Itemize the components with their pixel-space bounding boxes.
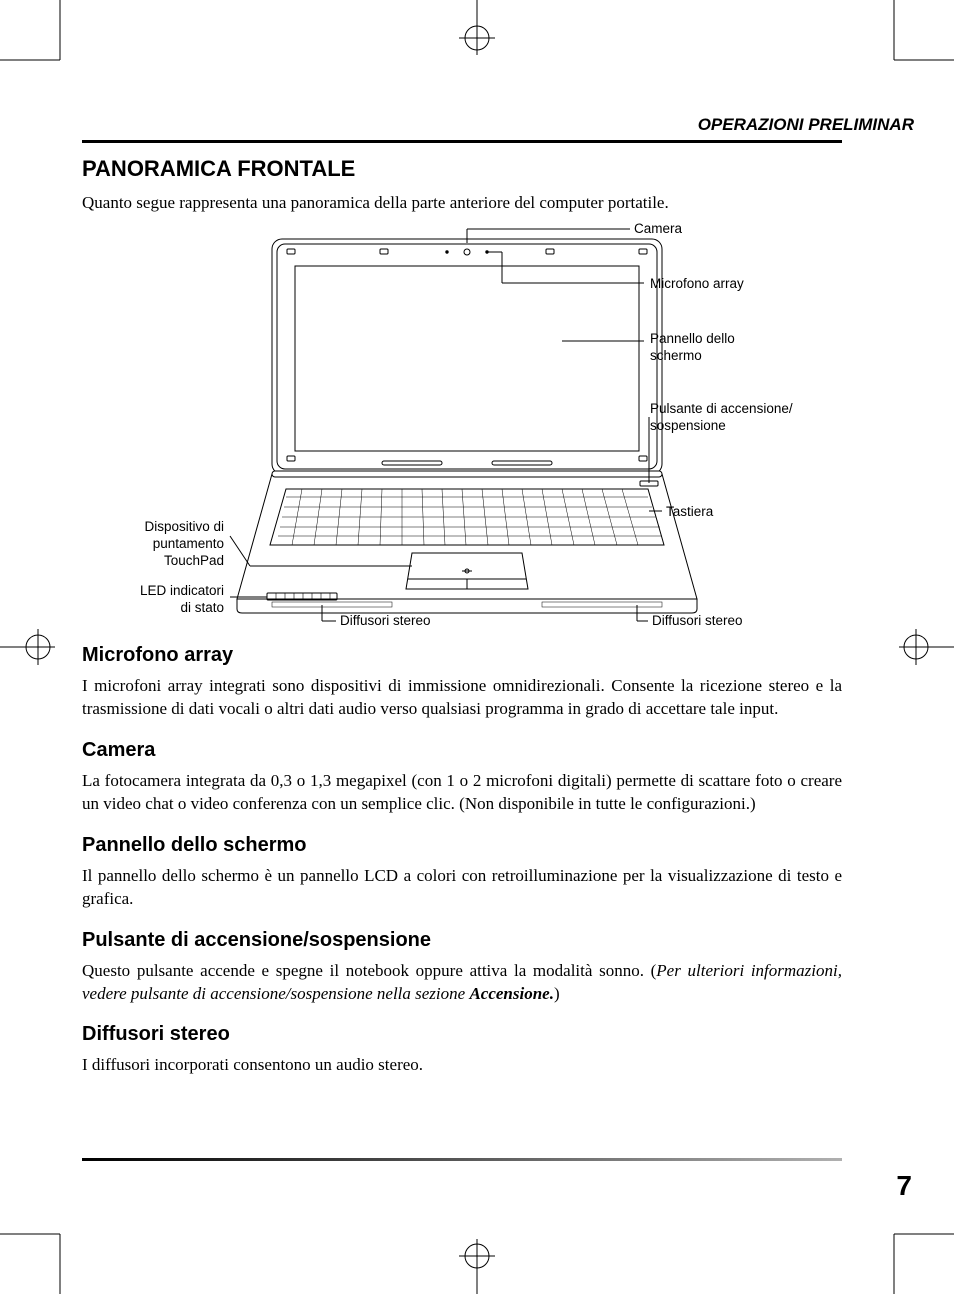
content-area: PANORAMICA FRONTALE Quanto segue rappres… [82, 152, 842, 1077]
label-mic-array: Microfono array [650, 276, 744, 293]
label-status-led: LED indicatori di stato [84, 583, 224, 617]
section-speakers: Diffusori stereo I diffusori incorporati… [82, 1023, 842, 1077]
section-camera: Camera La fotocamera integrata da 0,3 o … [82, 739, 842, 816]
heading-display-panel: Pannello dello schermo [82, 834, 842, 857]
section-display-panel: Pannello dello schermo Il pannello dello… [82, 834, 842, 911]
label-speakers-right: Diffusori stereo [652, 613, 743, 630]
text-power-button: Questo pulsante accende e spegne il note… [82, 960, 842, 1006]
intro-text: Quanto segue rappresenta una panoramica … [82, 192, 842, 215]
section-panoramica: PANORAMICA FRONTALE Quanto segue rappres… [82, 156, 842, 215]
footer-rule [82, 1158, 842, 1161]
text-camera: La fotocamera integrata da 0,3 o 1,3 meg… [82, 770, 842, 816]
label-keyboard: Tastiera [666, 504, 713, 521]
laptop-diagram: Camera Microfono array Pannello dello sc… [82, 221, 842, 626]
label-power-button: Pulsante di accensione/ sospensione [650, 401, 793, 435]
text-speakers: I diffusori incorporati consentono un au… [82, 1054, 842, 1077]
label-touchpad: Dispositivo di puntamento TouchPad [84, 519, 224, 570]
label-camera: Camera [634, 221, 682, 238]
page-number: 7 [896, 1170, 912, 1202]
header-title: OPERAZIONI PRELIMINAR [698, 115, 914, 135]
text-display-panel: Il pannello dello schermo è un pannello … [82, 865, 842, 911]
heading-panoramica: PANORAMICA FRONTALE [82, 156, 842, 182]
label-speakers-left: Diffusori stereo [340, 613, 431, 630]
heading-camera: Camera [82, 739, 842, 762]
heading-mic-array: Microfono array [82, 644, 842, 667]
text-mic-array: I microfoni array integrati sono disposi… [82, 675, 842, 721]
section-power-button: Pulsante di accensione/sospensione Quest… [82, 929, 842, 1006]
header-rule [82, 140, 842, 143]
heading-power-button: Pulsante di accensione/sospensione [82, 929, 842, 952]
section-mic-array: Microfono array I microfoni array integr… [82, 644, 842, 721]
heading-speakers: Diffusori stereo [82, 1023, 842, 1046]
label-display-panel: Pannello dello schermo [650, 331, 735, 365]
